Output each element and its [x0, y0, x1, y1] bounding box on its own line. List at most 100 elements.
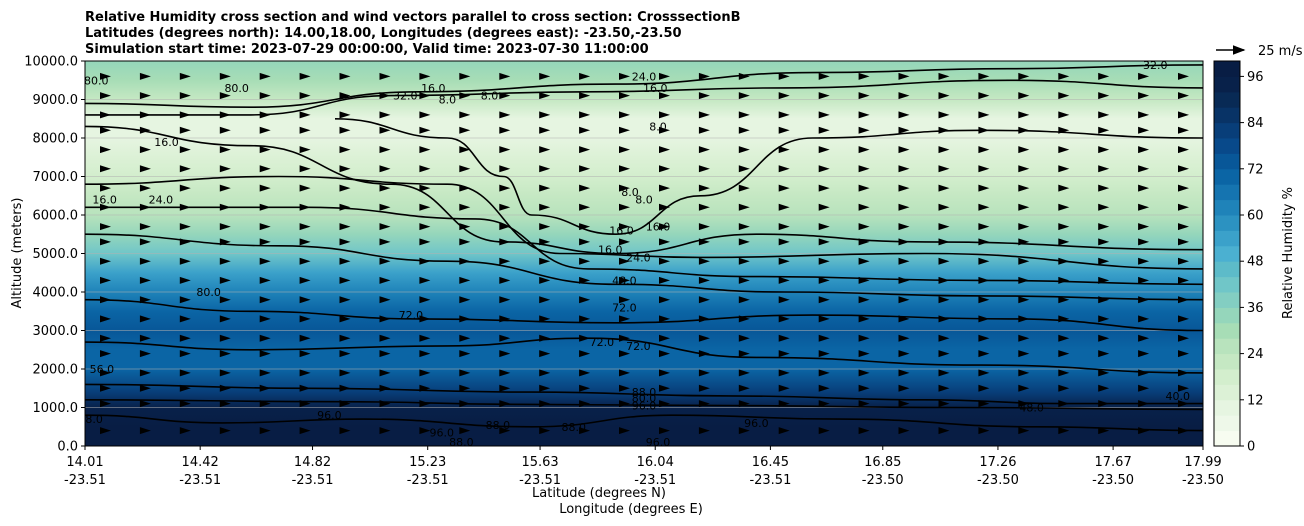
wind-vector-r17-c18 [818, 111, 830, 119]
wind-vector-r15-c1 [139, 146, 151, 154]
wind-vector-r15-c7 [379, 146, 391, 154]
wind-vector-r8-c21 [938, 276, 950, 284]
wind-vector-r5-c12 [579, 334, 591, 342]
wind-vector-r3-c19 [858, 369, 870, 377]
colorbar-band-17 [1214, 168, 1240, 185]
wind-vector-r4-c0 [100, 350, 111, 358]
wind-vector-r8-c9 [459, 276, 471, 284]
wind-vector-r1-c26 [1138, 400, 1150, 408]
x-tick-label-lat-4: 15.63 [521, 455, 558, 470]
contour-label-13: 16.0 [92, 194, 117, 207]
wind-vector-r16-c23 [1018, 126, 1030, 134]
wind-vector-r4-c16 [738, 350, 750, 358]
wind-vector-r2-c0 [100, 384, 111, 392]
wind-vector-r2-c18 [818, 384, 830, 392]
wind-vector-r12-c6 [339, 203, 351, 211]
wind-vector-r8-c15 [698, 276, 710, 284]
wind-vector-r11-c9 [459, 223, 471, 231]
colorbar-band-3 [1214, 384, 1240, 401]
x-tick-label-lat-3: 15.23 [409, 455, 446, 470]
wind-vector-r14-c4 [259, 165, 271, 173]
wind-vector-r10-c24 [1058, 238, 1070, 246]
wind-vector-r11-c11 [539, 223, 551, 231]
contour-label-3: 16.0 [421, 82, 446, 95]
wind-vector-r4-c23 [1018, 350, 1030, 358]
wind-vector-r5-c10 [499, 334, 511, 342]
wind-vector-r11-c8 [419, 223, 431, 231]
colorbar-band-19 [1214, 138, 1240, 154]
wind-vector-r18-c10 [499, 92, 511, 100]
wind-vector-r19-c14 [659, 72, 670, 80]
wind-vector-r18-c6 [339, 92, 351, 100]
wind-vector-r15-c3 [219, 146, 231, 154]
wind-vector-r16-c2 [179, 126, 191, 134]
wind-vector-r10-c3 [219, 238, 231, 246]
x-tick-label-lat-0: 14.01 [66, 455, 103, 470]
wind-vector-r15-c23 [1018, 146, 1030, 154]
colorbar-label: Relative Humidity % [1281, 187, 1296, 319]
wind-vector-r3-c4 [259, 369, 271, 377]
wind-vector-r6-c14 [659, 315, 670, 323]
wind-vector-r0-c16 [738, 427, 750, 435]
wind-vector-r8-c16 [738, 276, 750, 284]
wind-vector-r5-c16 [738, 334, 750, 342]
wind-vector-r14-c18 [818, 165, 830, 173]
x-tick-label-lon-0: -23.51 [64, 473, 106, 488]
contour-label-37: 96.0 [744, 417, 769, 430]
wind-vector-r10-c14 [659, 238, 670, 246]
wind-vector-r15-c22 [978, 146, 990, 154]
colorbar-band-13 [1214, 230, 1240, 247]
wind-vector-r15-c27 [1178, 146, 1189, 154]
wind-vector-r8-c12 [579, 276, 591, 284]
wind-vector-r19-c11 [539, 72, 551, 80]
colorbar-tick-label-4: 48 [1247, 255, 1264, 270]
y-tick-label-10: 10000.0 [24, 55, 78, 70]
wind-vector-r9-c19 [858, 257, 870, 265]
wind-vector-r0-c22 [978, 427, 990, 435]
x-tick-label-lon-3: -23.51 [407, 473, 449, 488]
wind-vector-r2-c16 [738, 384, 750, 392]
wind-vector-r1-c13 [619, 400, 630, 408]
wind-vector-r15-c18 [818, 146, 830, 154]
y-tick-label-0: 0.0 [57, 440, 78, 455]
wind-vector-r11-c7 [379, 223, 391, 231]
wind-vector-r1-c17 [778, 400, 790, 408]
wind-vector-r13-c16 [738, 184, 750, 192]
wind-vector-r1-c2 [179, 400, 191, 408]
wind-vector-r10-c8 [419, 238, 431, 246]
wind-vector-r0-c0 [100, 427, 111, 435]
wind-vector-r18-c27 [1178, 92, 1189, 100]
wind-vector-r18-c15 [698, 92, 710, 100]
wind-vector-r18-c19 [858, 92, 870, 100]
wind-vector-r6-c0 [100, 315, 111, 323]
contour-line-72-8 [85, 337, 1203, 374]
wind-vector-r5-c19 [858, 334, 870, 342]
wind-vector-r15-c9 [459, 146, 471, 154]
x-tick-label-lat-8: 17.26 [979, 455, 1016, 470]
wind-vector-r9-c25 [1098, 257, 1110, 265]
wind-vector-r17-c9 [459, 111, 471, 119]
wind-vector-r8-c25 [1098, 276, 1110, 284]
wind-vector-r13-c9 [459, 184, 471, 192]
wind-vector-r9-c1 [139, 257, 151, 265]
colorbar-band-5 [1214, 353, 1240, 370]
wind-vector-r14-c6 [339, 165, 351, 173]
wind-vector-r16-c10 [499, 126, 511, 134]
wind-vector-r18-c3 [219, 92, 231, 100]
contour-label-6: 24.0 [632, 70, 657, 83]
wind-vector-r3-c27 [1178, 369, 1189, 377]
wind-vector-r8-c2 [179, 276, 191, 284]
wind-vector-r6-c21 [938, 315, 950, 323]
wind-vector-r19-c20 [898, 72, 910, 80]
wind-vectors [100, 72, 1189, 435]
wind-vector-r17-c26 [1138, 111, 1150, 119]
wind-vector-r6-c9 [459, 315, 471, 323]
wind-vector-r5-c14 [659, 334, 670, 342]
x-tick-label-lat-5: 16.04 [637, 455, 674, 470]
wind-vector-r14-c22 [978, 165, 990, 173]
wind-vector-r14-c0 [100, 165, 111, 173]
wind-vector-r12-c13 [619, 203, 630, 211]
wind-vector-r13-c15 [698, 184, 710, 192]
x-tick-label-lon-4: -23.51 [519, 473, 561, 488]
wind-vector-r15-c4 [259, 146, 271, 154]
